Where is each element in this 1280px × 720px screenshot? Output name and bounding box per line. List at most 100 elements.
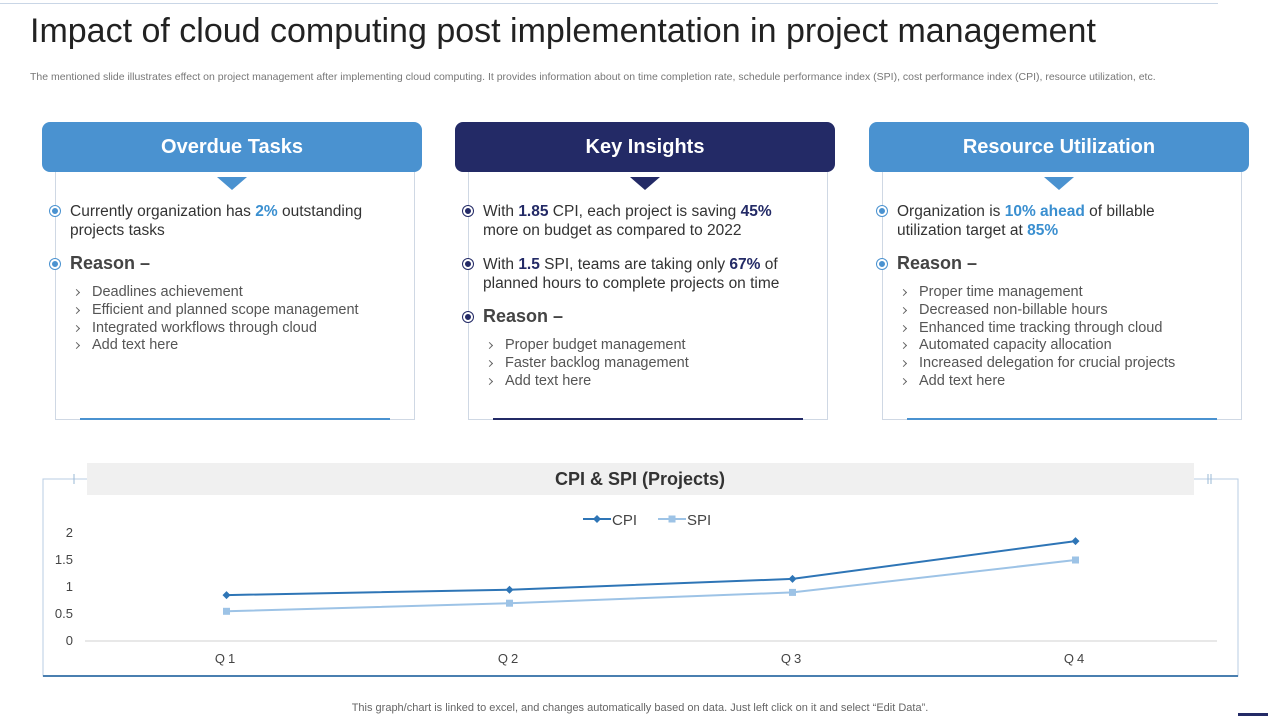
item-text: Faster backlog management [505, 354, 689, 371]
card-content: Currently organization has 2% outstandin… [50, 202, 384, 355]
highlight: 2% [255, 203, 278, 220]
top-rule [0, 3, 1218, 4]
chevron [72, 324, 81, 332]
item-text: Enhanced time tracking through cloud [919, 319, 1163, 336]
chevron [899, 377, 908, 386]
legend-label: SPI [687, 512, 711, 529]
reason-item: Efficient and planned scope management [54, 302, 384, 320]
point-text: of billable utilization target at [897, 203, 1155, 239]
chevron [899, 288, 908, 297]
x-tick-label: Q4 [1064, 651, 1087, 666]
reason-item: Proper time management [881, 284, 1211, 302]
chevron [72, 288, 81, 297]
insight-point: Currently organization has 2% outstandin… [50, 202, 384, 240]
reason-item: Automated capacity allocation [881, 337, 1211, 355]
x-tick-label: Q2 [498, 651, 521, 666]
corner-mark [1238, 713, 1268, 716]
pointer-triangle [1044, 177, 1074, 190]
data-point [788, 574, 797, 583]
bullet-dot [463, 259, 473, 269]
reason-item: Add text here [881, 373, 1211, 391]
highlight: 67% [729, 256, 761, 273]
point-text: With [483, 256, 519, 273]
data-point [223, 607, 230, 615]
reason-text: Reason – [70, 253, 151, 273]
item-text: Integrated workflows through cloud [92, 319, 317, 336]
highlight: 1.5 [518, 256, 540, 273]
pointer-triangle [217, 177, 247, 190]
reason-item: Integrated workflows through cloud [54, 320, 384, 338]
reason-heading: Reason – [877, 253, 1211, 274]
bullet-dot [50, 259, 60, 269]
item-text: Automated capacity allocation [919, 337, 1112, 354]
bullet-dot [50, 206, 60, 216]
chevron [899, 360, 908, 368]
reason-item: Add text here [54, 337, 384, 355]
item-text: Add text here [92, 337, 179, 354]
bullet-dot [463, 312, 473, 322]
reason-item: Decreased non-billable hours [881, 302, 1211, 320]
item-text: Increased delegation for crucial project… [919, 355, 1176, 372]
card-body [882, 172, 1242, 420]
chevron [899, 324, 908, 332]
item-text: Decreased non-billable hours [919, 301, 1108, 318]
chart-title-band [87, 463, 1194, 495]
slide-title: Impact of cloud computing post implement… [30, 12, 1096, 50]
reason-heading: Reason – [463, 306, 797, 327]
data-point [506, 599, 513, 607]
bullet-dot [877, 259, 887, 269]
card-header: Resource Utilization [869, 122, 1249, 172]
footer-note: This graph/chart is linked to excel, and… [351, 702, 929, 714]
data-point [222, 591, 231, 600]
pointer-triangle [630, 177, 660, 190]
reason-item: Deadlines achievement [54, 284, 384, 302]
card-foot-rule [80, 418, 390, 420]
point-text: SPI, teams are taking only [539, 256, 730, 273]
card-content: With 1.85 CPI, each project is saving 45… [463, 202, 797, 391]
item-text: Proper budget management [505, 337, 686, 353]
bullet-dot [463, 206, 473, 216]
card-body [55, 172, 415, 420]
series-line [226, 559, 1076, 613]
card-header: Overdue Tasks [42, 122, 422, 172]
x-tick-label: Q3 [781, 651, 804, 666]
point-text: Currently organization has [70, 203, 256, 220]
chevron [899, 342, 908, 350]
chevron [485, 341, 494, 350]
legend-label: CPI [612, 512, 637, 529]
point-text: Organization is [897, 203, 1005, 220]
chart-title: CPI & SPI (Projects) [555, 469, 725, 489]
reason-item: Add text here [467, 373, 797, 391]
bullet-dot [877, 206, 887, 216]
chart-frame [42, 478, 1239, 677]
point-text: outstanding projects tasks [70, 203, 363, 239]
reason-heading: Reason – [50, 253, 384, 274]
y-tick-label: 2 [66, 525, 73, 540]
insight-point: With 1.5 SPI, teams are taking only 67% … [463, 255, 797, 293]
data-point [505, 585, 514, 594]
card-foot-rule [493, 418, 803, 420]
y-tick-label: 0.5 [55, 606, 73, 621]
highlight: 10% ahead [1004, 203, 1085, 220]
insight-point: With 1.85 CPI, each project is saving 45… [463, 202, 797, 240]
item-text: Deadlines achievement [92, 284, 243, 300]
card-body [468, 172, 828, 420]
chevron [899, 306, 908, 314]
highlight: 85% [1027, 222, 1059, 239]
data-point [1072, 556, 1079, 564]
point-text: of planned hours to complete projects on… [483, 256, 780, 292]
card-header: Key Insights [455, 122, 835, 172]
point-text: more on budget as compared to 2022 [483, 222, 742, 239]
item-text: Add text here [505, 372, 592, 389]
card-foot-rule [907, 418, 1217, 420]
reason-item: Increased delegation for crucial project… [881, 355, 1211, 373]
highlight: 45% [740, 203, 772, 220]
reason-item: Enhanced time tracking through cloud [881, 320, 1211, 338]
chevron [72, 342, 81, 350]
card-content: Organization is 10% ahead of billable ut… [877, 202, 1211, 391]
y-tick-label: 0 [66, 633, 73, 648]
chevron [485, 377, 494, 385]
slide-subtitle: The mentioned slide illustrates effect o… [30, 71, 1156, 83]
point-text: CPI, each project is saving [548, 203, 741, 220]
